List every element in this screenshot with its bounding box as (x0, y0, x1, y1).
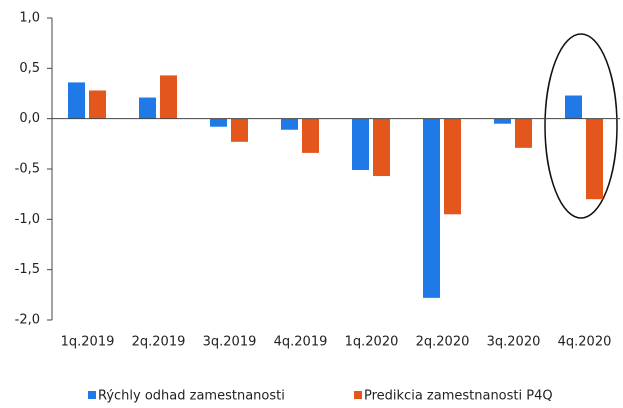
bar (515, 118, 532, 148)
x-tick-label: 1q.2020 (345, 335, 399, 350)
bar (281, 118, 298, 130)
bar (586, 118, 603, 200)
y-tick-label: -2,0 (15, 313, 40, 328)
bar (231, 118, 248, 142)
bar (565, 95, 582, 119)
bar (302, 118, 319, 153)
bar (444, 118, 461, 215)
y-tick-label: 0,0 (19, 111, 40, 126)
bar (139, 97, 156, 119)
x-tick-label: 4q.2020 (558, 335, 612, 350)
highlight-ellipse (544, 33, 618, 219)
y-tick-label: -1,5 (15, 262, 40, 277)
x-tick-label: 3q.2020 (487, 335, 541, 350)
x-tick-label: 1q.2019 (61, 335, 115, 350)
y-tick-label: 0,5 (19, 61, 40, 76)
bar (494, 118, 511, 124)
bar (423, 118, 440, 298)
y-tick-label: -0,5 (15, 162, 40, 177)
bar (373, 118, 390, 177)
x-tick-label: 2q.2020 (416, 335, 470, 350)
x-tick-label: 3q.2019 (203, 335, 257, 350)
bar (160, 75, 177, 119)
y-tick-label: -1,0 (15, 212, 40, 227)
x-tick-label: 4q.2019 (274, 335, 328, 350)
legend-swatch (354, 391, 362, 399)
bar (89, 90, 106, 119)
x-tick-label: 2q.2019 (132, 335, 186, 350)
legend-swatch (88, 391, 96, 399)
bar (352, 118, 369, 171)
bar (68, 82, 85, 119)
y-tick-label: 1,0 (19, 11, 40, 26)
legend-label: Rýchly odhad zamestnanosti (98, 389, 285, 404)
bar (210, 118, 227, 127)
legend-label: Predikcia zamestnanosti P4Q (364, 389, 553, 404)
